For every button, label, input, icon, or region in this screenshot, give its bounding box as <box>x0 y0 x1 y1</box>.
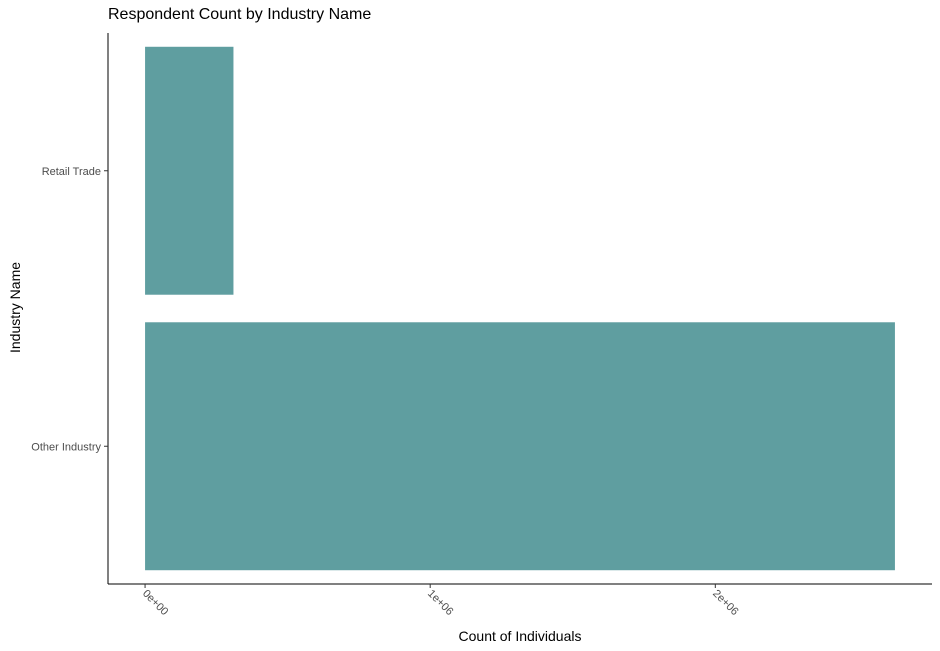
x-tick-label: 1e+06 <box>425 588 455 618</box>
x-axis-ticks: 0e+00 1e+06 2e+06 <box>140 584 741 618</box>
y-axis-ticks: Other Industry Retail Trade <box>31 166 108 453</box>
y-tick-label: Retail Trade <box>42 166 101 178</box>
y-tick-label: Other Industry <box>31 441 101 453</box>
chart-title: Respondent Count by Industry Name <box>108 6 372 23</box>
x-axis-title: Count of Individuals <box>459 628 582 644</box>
bar-other-industry <box>145 322 895 571</box>
x-tick-label: 2e+06 <box>710 588 740 618</box>
y-axis-title: Industry Name <box>7 262 23 353</box>
x-tick-label: 0e+00 <box>140 588 170 618</box>
bar-retail-trade <box>145 46 234 295</box>
bars-group <box>145 46 895 571</box>
